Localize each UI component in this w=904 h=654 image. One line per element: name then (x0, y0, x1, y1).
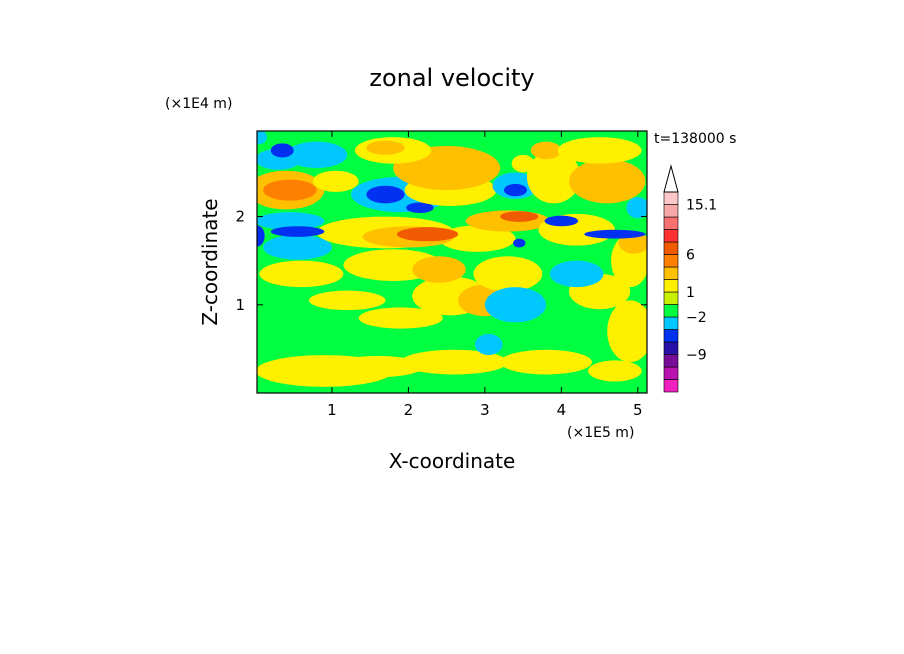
field-contour-region (473, 256, 543, 292)
x-unit-label: (×1E5 m) (567, 425, 634, 441)
field-contour-region (257, 212, 325, 230)
colorbar-level (663, 216, 679, 230)
colorbar-level (663, 304, 679, 318)
x-tick-label: 2 (404, 401, 414, 419)
y-tick-label: 1 (235, 296, 245, 314)
field-contour-region (270, 143, 294, 158)
field-contour-region (526, 150, 581, 204)
field-contour-region (607, 300, 647, 363)
colorbar-level (663, 354, 679, 368)
colorbar-level (663, 366, 679, 380)
field-contour-region (358, 307, 443, 329)
colorbar-level (663, 266, 679, 280)
field-contour-region (412, 256, 466, 283)
field-contour-region (504, 183, 527, 197)
x-tick-label: 5 (633, 401, 643, 419)
field-contour-region (366, 140, 405, 155)
colorbar-label: −2 (686, 310, 707, 326)
x-axis-label: X-coordinate (389, 449, 516, 473)
x-axis-ticks: 1 2 3 4 5 (327, 131, 643, 419)
field-contour-region (584, 229, 646, 239)
field-contour-region (396, 227, 459, 242)
field-contour-region (569, 159, 646, 204)
colorbar-extend-arrow (663, 164, 679, 193)
field-contour-region (439, 225, 516, 252)
plot-frame (256, 130, 648, 394)
x-tick-label: 1 (327, 401, 337, 419)
field-contour-region (259, 260, 344, 288)
chart-title: zonal velocity (369, 64, 534, 92)
field-contour-region (549, 260, 604, 288)
field-contour-region (263, 179, 317, 201)
heatmap-field (257, 131, 647, 393)
field-contour-region (474, 333, 503, 356)
colorbar-level (663, 254, 679, 268)
field-contour-region (331, 355, 424, 378)
colorbar-level (663, 329, 679, 343)
field-contour-region (270, 226, 325, 237)
field-contour-region (263, 235, 332, 260)
y-axis-label: Z-coordinate (198, 198, 222, 325)
field-contour-region (366, 185, 405, 204)
colorbar-label: −9 (686, 348, 707, 364)
field-contour-region (513, 238, 526, 248)
field-contour-region (312, 170, 359, 192)
colorbar-label: 1 (686, 285, 695, 301)
x-tick-label: 3 (480, 401, 490, 419)
colorbar-level (663, 316, 679, 330)
y-tick-label: 2 (235, 208, 245, 226)
colorbar: 15.1 6 1 −2 −9 (663, 164, 717, 393)
field-contour-region (406, 202, 434, 214)
field-contour-region (500, 349, 592, 375)
colorbar-level (663, 229, 679, 243)
colorbar-label: 15.1 (686, 198, 717, 214)
y-axis-ticks: 12 (235, 208, 647, 314)
colorbar-level (663, 341, 679, 355)
field-contour-region (530, 141, 562, 160)
colorbar-level (663, 204, 679, 218)
field-contour-region (500, 211, 539, 222)
field-contour-region (257, 225, 265, 247)
field-contour-region (286, 141, 348, 169)
time-label: t=138000 s (654, 131, 736, 147)
field-contour-region (309, 290, 386, 311)
field-contour-region (257, 131, 267, 145)
colorbar-level (663, 191, 679, 205)
field-contour-region (544, 215, 579, 227)
colorbar-level (663, 241, 679, 255)
field-contour-region (400, 349, 508, 375)
colorbar-label: 6 (686, 248, 695, 264)
colorbar-level (663, 279, 679, 293)
y-unit-label: (×1E4 m) (165, 96, 232, 112)
field-contour-region (588, 360, 642, 382)
colorbar-level (663, 291, 679, 305)
field-contour-region (557, 137, 642, 164)
x-tick-label: 4 (557, 401, 567, 419)
field-contour-region (484, 287, 547, 323)
colorbar-level (663, 379, 679, 393)
field-contour-region (626, 197, 647, 219)
